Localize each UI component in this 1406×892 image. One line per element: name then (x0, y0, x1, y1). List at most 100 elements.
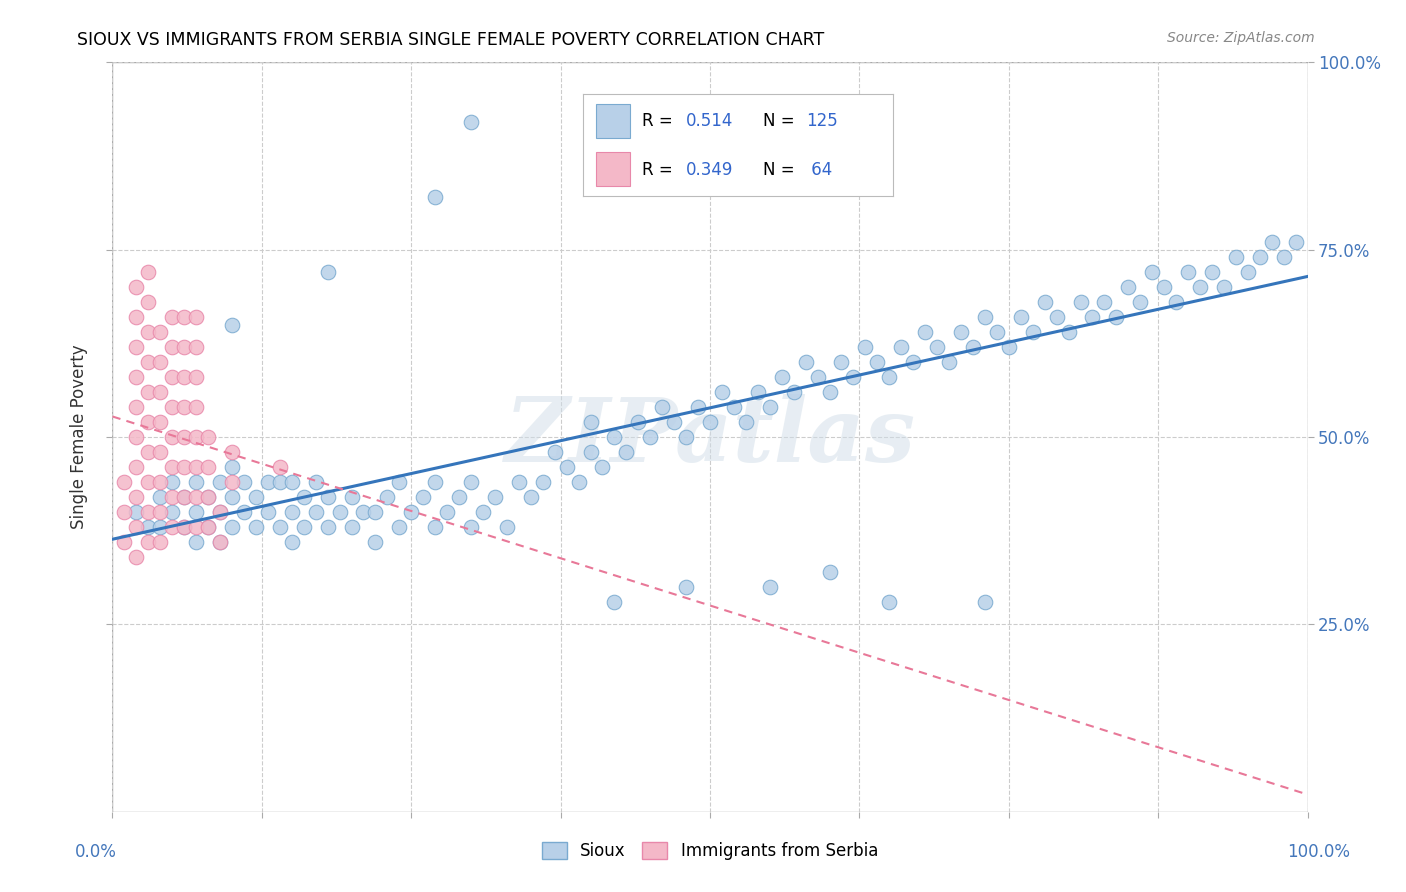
Point (759, 400, 782, 414)
Point (555, 460, 578, 475)
Point (125, 490, 148, 504)
Point (592, 460, 614, 475)
Point (675, 580, 697, 594)
Point (388, 475, 411, 489)
Point (221, 520, 243, 534)
Point (186, 490, 208, 504)
Point (640, 430, 662, 444)
Point (447, 490, 470, 504)
Point (770, 370, 793, 384)
Point (197, 430, 219, 444)
Point (1046, 310, 1069, 325)
Point (186, 430, 208, 444)
Point (138, 265, 160, 279)
Point (173, 520, 195, 534)
Point (1070, 295, 1092, 310)
Text: 0.0%: 0.0% (75, 843, 117, 861)
Point (735, 415, 758, 429)
Point (412, 490, 434, 504)
Point (162, 370, 183, 384)
Point (186, 505, 208, 519)
Point (245, 520, 267, 534)
Point (162, 475, 183, 489)
Point (425, 520, 447, 534)
Point (1285, 235, 1308, 250)
Point (974, 310, 997, 325)
Point (807, 370, 830, 384)
Bar (596, 104, 630, 137)
Point (579, 445, 602, 459)
Point (747, 385, 769, 400)
Point (879, 370, 901, 384)
Text: Source: ZipAtlas.com: Source: ZipAtlas.com (1167, 31, 1315, 45)
Point (149, 490, 172, 504)
Point (305, 505, 328, 519)
Point (711, 385, 734, 400)
Point (257, 505, 280, 519)
Point (281, 535, 304, 549)
Point (1118, 280, 1140, 294)
Point (568, 475, 591, 489)
Point (173, 430, 195, 444)
Point (149, 385, 172, 400)
Point (281, 505, 304, 519)
Point (125, 505, 148, 519)
Text: 125: 125 (806, 112, 838, 130)
Point (197, 520, 219, 534)
Point (1225, 250, 1247, 264)
Point (903, 355, 925, 369)
Point (1166, 295, 1188, 310)
Point (149, 535, 172, 549)
Point (173, 310, 195, 325)
Point (425, 190, 447, 204)
Point (149, 355, 172, 369)
Text: 0.514: 0.514 (686, 112, 733, 130)
Point (1129, 295, 1152, 310)
Point (842, 175, 865, 189)
Point (269, 520, 291, 534)
Bar (596, 153, 630, 186)
Point (329, 505, 352, 519)
Text: SIOUX VS IMMIGRANTS FROM SERBIA SINGLE FEMALE POVERTY CORRELATION CHART: SIOUX VS IMMIGRANTS FROM SERBIA SINGLE F… (77, 31, 824, 49)
Point (938, 355, 960, 369)
Point (173, 340, 195, 354)
Point (866, 355, 889, 369)
Point (735, 130, 758, 145)
Point (149, 475, 172, 489)
Point (281, 475, 304, 489)
Point (340, 490, 363, 504)
Point (197, 460, 219, 475)
Point (138, 475, 160, 489)
Point (114, 535, 135, 549)
Point (520, 490, 543, 504)
Text: 0.349: 0.349 (686, 161, 733, 178)
Point (209, 475, 232, 489)
Point (759, 580, 782, 594)
Point (627, 415, 650, 429)
Point (914, 325, 936, 339)
Point (1177, 265, 1199, 279)
Point (950, 325, 973, 339)
Point (209, 505, 232, 519)
Point (377, 490, 399, 504)
Point (986, 325, 1008, 339)
Point (138, 295, 160, 310)
Point (1213, 280, 1236, 294)
Point (138, 505, 160, 519)
Point (138, 415, 160, 429)
Point (186, 370, 208, 384)
Point (197, 520, 219, 534)
Point (496, 520, 519, 534)
Legend: Sioux, Immigrants from Serbia: Sioux, Immigrants from Serbia (536, 836, 884, 867)
Point (197, 490, 219, 504)
Point (209, 505, 232, 519)
Point (1033, 295, 1056, 310)
Point (436, 505, 458, 519)
Point (1094, 295, 1116, 310)
Point (221, 318, 243, 332)
Point (173, 520, 195, 534)
Point (531, 475, 554, 489)
Point (125, 310, 148, 325)
Point (186, 520, 208, 534)
Text: R =: R = (643, 161, 678, 178)
